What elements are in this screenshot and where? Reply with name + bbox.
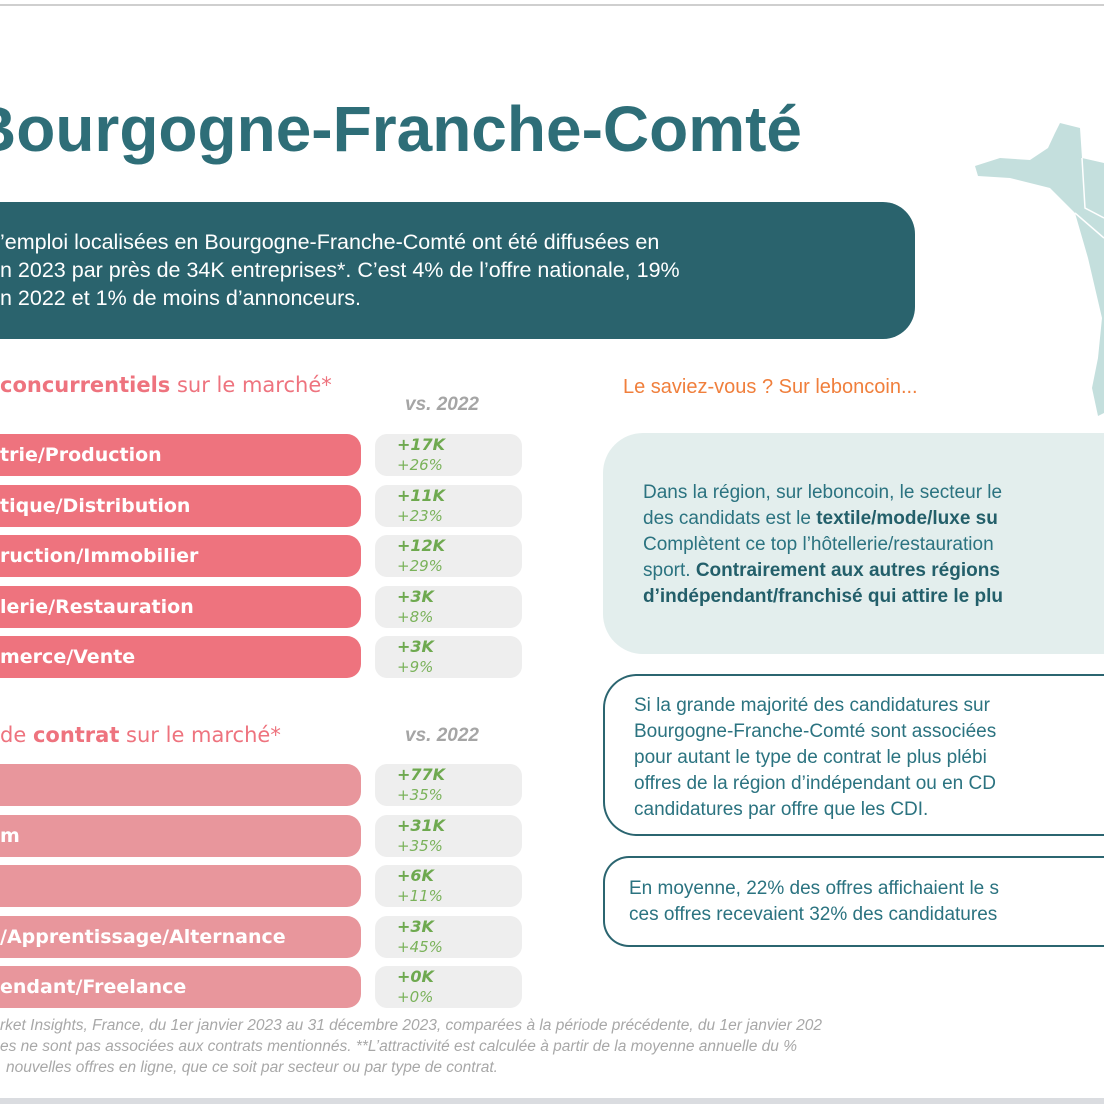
footnote-line: rket Insights, France, du 1er janvier 20…: [0, 1017, 823, 1034]
contracts-bar-label: endant/Freelance: [0, 976, 187, 998]
box1-line: d’indépendant/franchisé qui attire le pl…: [643, 584, 1003, 610]
change-percent: +8%: [397, 607, 434, 626]
box1-text: sport.: [643, 560, 696, 581]
change-percent: +0%: [397, 988, 434, 1006]
info-box-salary: En moyenne, 22% des offres affichaient l…: [603, 856, 1104, 947]
contracts-bar: m: [0, 814, 361, 857]
change-absolute: +6K: [397, 866, 434, 885]
contracts-heading-bold: contrat: [32, 723, 120, 747]
change-percent: +9%: [397, 658, 434, 676]
change-absolute: +17K: [397, 435, 446, 454]
intro-line: n 2022 et 1% de moins d’annonceurs.: [0, 286, 361, 310]
change-absolute: +11K: [397, 485, 446, 505]
change-absolute: +31K: [397, 815, 446, 835]
change-absolute: +3K: [397, 916, 434, 936]
contracts-change-badge: +31K +35%: [375, 814, 522, 857]
contracts-bar-label: /Apprentissage/Alternance: [0, 925, 286, 948]
sectors-heading-rest: sur le marché*: [170, 373, 332, 397]
sectors-bar: tique/Distribution: [0, 484, 361, 527]
sectors-bar: trie/Production: [0, 434, 361, 476]
change-percent: +35%: [397, 836, 443, 855]
change-percent: +29%: [397, 557, 443, 575]
box2-line: Bourgogne-Franche-Comté sont associées: [634, 721, 997, 742]
sectors-change-badge: +17K +26%: [375, 434, 522, 476]
box2-line: pour autant le type de contrat le plus p…: [634, 747, 987, 768]
contracts-heading-pre: de: [0, 723, 33, 747]
contracts-change-badge: +3K +45%: [375, 915, 522, 958]
france-map-icon: [975, 123, 1104, 416]
sectors-vs-label: vs. 2022: [405, 394, 479, 415]
change-absolute: +3K: [397, 586, 434, 606]
box1-line: Dans la région, sur leboncoin, le secteu…: [643, 482, 1003, 503]
sectors-bar-label: lerie/Restauration: [0, 595, 194, 618]
change-percent: +23%: [397, 506, 443, 525]
info-box-sector: Dans la région, sur leboncoin, le secteu…: [603, 433, 1104, 654]
change-percent: +35%: [397, 786, 443, 804]
box1-line: Complètent ce top l’hôtellerie/restaurat…: [643, 534, 994, 555]
contracts-bar: endant/Freelance: [0, 966, 361, 1008]
top-divider: [0, 4, 1104, 6]
contracts-change-badge: +77K +35%: [375, 764, 522, 806]
contracts-heading-rest: sur le marché*: [119, 723, 281, 747]
contracts-bar: /Apprentissage/Alternance: [0, 915, 361, 958]
box1-bold: d’indépendant/franchisé qui attire le pl…: [643, 586, 1003, 607]
box3-line: ces offres recevaient 32% des candidatur…: [629, 904, 998, 925]
sectors-heading-bold: concurrentiels: [0, 373, 171, 397]
change-percent: +11%: [397, 887, 443, 905]
sectors-change-badge: +3K +8%: [375, 585, 522, 628]
bottom-divider: [0, 1098, 1104, 1104]
contracts-bar: [0, 865, 361, 907]
sectors-change-badge: +11K +23%: [375, 484, 522, 527]
change-absolute: +3K: [397, 637, 434, 656]
sectors-bar: lerie/Restauration: [0, 585, 361, 628]
box2-line: Si la grande majorité des candidatures s…: [634, 695, 990, 716]
saviez-heading: Le saviez-vous ? Sur leboncoin...: [623, 376, 918, 398]
box3-line: En moyenne, 22% des offres affichaient l…: [629, 878, 1000, 899]
contracts-vs-label: vs. 2022: [405, 725, 479, 746]
intro-banner: ’emploi localisées en Bourgogne-Franche-…: [0, 202, 915, 339]
box1-bold: textile/mode/luxe su: [816, 508, 998, 529]
footnote-line: nouvelles offres en ligne, que ce soit p…: [6, 1059, 498, 1076]
box1-line: des candidats est le textile/mode/luxe s…: [643, 506, 998, 532]
change-absolute: +0K: [397, 967, 434, 986]
contracts-bar-label: m: [0, 824, 20, 847]
box2-line: candidatures par offre que les CDI.: [634, 799, 929, 820]
sectors-heading: concurrentiels sur le marché*: [0, 373, 332, 397]
sectors-change-badge: +3K +9%: [375, 636, 522, 678]
change-absolute: +77K: [397, 765, 446, 784]
box1-text: des candidats est le: [643, 508, 817, 529]
sectors-change-badge: +12K +29%: [375, 535, 522, 577]
change-percent: +26%: [397, 456, 443, 474]
contracts-heading: de contrat sur le marché*: [0, 723, 281, 747]
sectors-bar-label: merce/Vente: [0, 646, 136, 668]
page-title: Bourgogne-Franche-Comté: [0, 93, 802, 165]
contracts-change-badge: +0K +0%: [375, 966, 522, 1008]
change-percent: +45%: [397, 937, 443, 956]
change-absolute: +12K: [397, 536, 446, 555]
intro-line: ’emploi localisées en Bourgogne-Franche-…: [0, 230, 660, 254]
footnote-line: es ne sont pas associées aux contrats me…: [0, 1038, 797, 1055]
sectors-bar: ruction/Immobilier: [0, 535, 361, 577]
intro-line: n 2023 par près de 34K entreprises*. C’e…: [0, 258, 680, 282]
sectors-bar-label: tique/Distribution: [0, 494, 191, 517]
info-box-contract: Si la grande majorité des candidatures s…: [603, 674, 1104, 836]
sectors-bar-label: trie/Production: [0, 444, 162, 466]
contracts-bar: [0, 764, 361, 806]
box2-line: offres de la région d’indépendant ou en …: [634, 773, 996, 794]
box1-bold: Contrairement aux autres régions: [695, 560, 1000, 581]
sectors-bar-label: ruction/Immobilier: [0, 545, 199, 567]
contracts-change-badge: +6K +11%: [375, 865, 522, 907]
box1-line: sport. Contrairement aux autres régions: [643, 558, 1000, 584]
sectors-bar: merce/Vente: [0, 636, 361, 678]
